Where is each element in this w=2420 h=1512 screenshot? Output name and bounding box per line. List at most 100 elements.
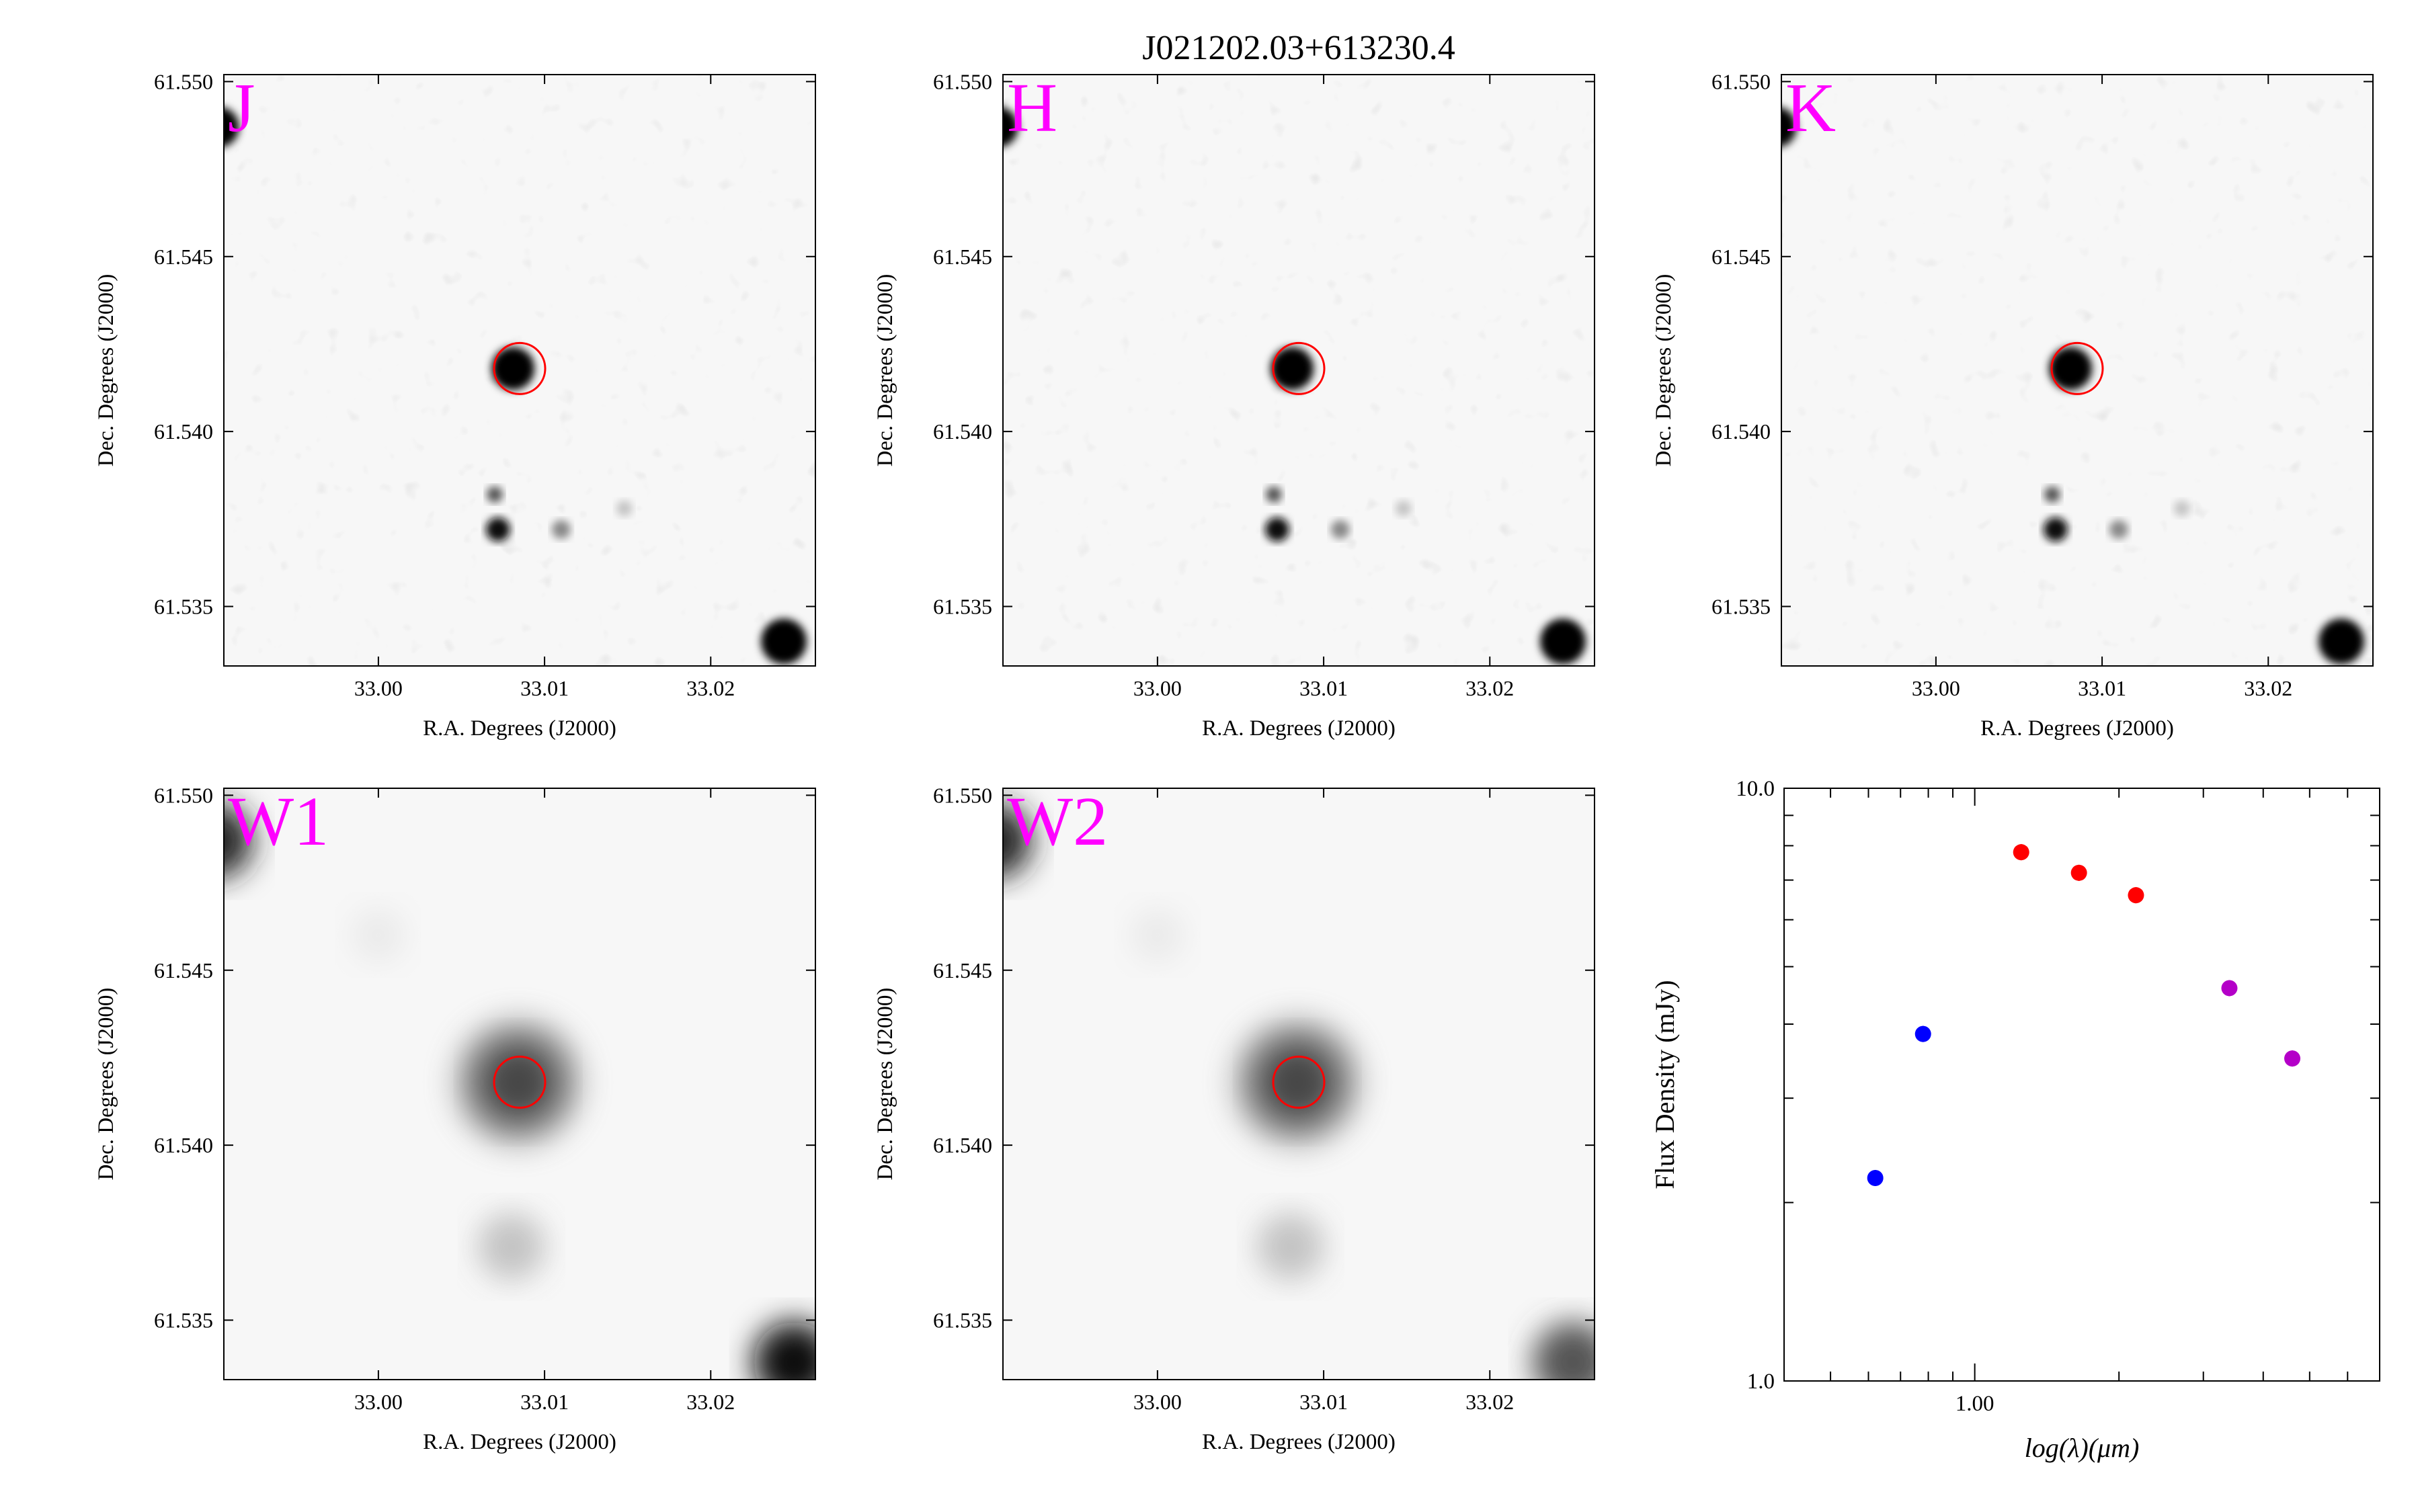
y-tick-label: 61.550 xyxy=(933,783,992,807)
source-blob xyxy=(1264,517,1289,542)
source-blob xyxy=(1781,108,1797,147)
sed-x-tick-label: 1.00 xyxy=(1955,1392,1994,1416)
sed-point xyxy=(2128,887,2144,904)
band-label: W1 xyxy=(228,783,329,860)
panel-k: 33.00 33.01 33.02 61.550 61.545 61.540 61.535 R… xyxy=(1652,69,2374,741)
x-tick-label: 33.00 xyxy=(1133,676,1182,700)
source-blob xyxy=(2049,347,2093,390)
y-tick-label: 61.540 xyxy=(933,1133,992,1157)
x-tick-label: 33.02 xyxy=(686,1390,735,1414)
source-blob xyxy=(1330,519,1350,539)
x-tick-label: 33.02 xyxy=(686,676,735,700)
x-tick-label: 33.01 xyxy=(1299,1390,1348,1414)
x-tick-label: 33.02 xyxy=(1465,1390,1514,1414)
source-blob xyxy=(477,1213,545,1281)
source-blob xyxy=(454,1018,582,1146)
source-blob xyxy=(616,500,633,517)
band-label: H xyxy=(1007,69,1057,146)
sed-frame xyxy=(1783,788,2380,1382)
source-blob xyxy=(2173,500,2190,517)
y-tick-label: 61.550 xyxy=(1711,69,1771,93)
y-axis-label: Dec. Degrees (J2000) xyxy=(873,988,897,1181)
x-tick-label: 33.00 xyxy=(1133,1390,1182,1414)
source-blob xyxy=(224,108,239,147)
target-circle xyxy=(1272,341,1326,395)
x-tick-label: 33.02 xyxy=(1465,676,1514,700)
sed-y-tick-label: 10.0 xyxy=(1736,777,1775,801)
y-tick-label: 61.540 xyxy=(154,1133,213,1157)
source-blob xyxy=(486,486,503,503)
y-tick-label: 61.540 xyxy=(933,419,992,444)
sed-y-tick-label: 1.0 xyxy=(1747,1370,1775,1394)
source-blob xyxy=(1270,347,1314,390)
panel-frame xyxy=(223,788,816,1380)
x-axis-label: R.A. Degrees (J2000) xyxy=(1202,716,1396,741)
y-tick-label: 61.545 xyxy=(933,245,992,269)
source-blob xyxy=(351,908,405,962)
source-blob xyxy=(491,347,535,390)
y-axis-label: Dec. Degrees (J2000) xyxy=(1652,274,1676,467)
panel-image xyxy=(1003,788,1595,1380)
source-blob xyxy=(485,517,510,542)
source-blob xyxy=(1130,908,1184,962)
image-panels: 33.00 33.01 33.02 61.550 61.545 61.540 61.535 R… xyxy=(94,69,2374,1454)
sed-points xyxy=(1867,844,2301,1186)
x-tick-label: 33.01 xyxy=(2078,676,2126,700)
sed-ylabel: Flux Density (mJy) xyxy=(1650,980,1680,1189)
target-circle xyxy=(493,341,547,395)
y-tick-label: 61.535 xyxy=(154,1308,213,1332)
y-tick-label: 61.550 xyxy=(154,783,213,807)
sed-point xyxy=(2070,864,2087,881)
sed-plot: 1.00 10.0 1.0 log(λ)(μm) Flux Density (mJy… xyxy=(1650,777,2380,1463)
source-blob xyxy=(224,804,253,877)
panel-image xyxy=(1781,75,2373,666)
source-blob xyxy=(1265,486,1282,503)
y-axis-label: Dec. Degrees (J2000) xyxy=(94,274,118,467)
panel-image xyxy=(224,75,815,666)
source-blob xyxy=(1233,1018,1361,1146)
source-blob xyxy=(761,618,807,665)
sed-point xyxy=(2284,1050,2301,1067)
x-axis-label: R.A. Degrees (J2000) xyxy=(1980,716,2174,741)
x-tick-label: 33.01 xyxy=(520,676,569,700)
sed-ticks: 1.00 10.0 1.0 xyxy=(1736,777,2380,1416)
y-axis-label: Dec. Degrees (J2000) xyxy=(94,988,118,1181)
source-blob xyxy=(2043,517,2068,542)
panel-w2: 33.00 33.01 33.02 61.550 61.545 61.540 61.535 R… xyxy=(873,783,1595,1454)
y-tick-label: 61.540 xyxy=(154,419,213,444)
source-blob xyxy=(753,1321,815,1380)
sed-point xyxy=(1914,1025,1931,1042)
band-label: K xyxy=(1785,69,1836,146)
x-axis-label: R.A. Degrees (J2000) xyxy=(1202,1430,1396,1454)
source-blob xyxy=(1003,108,1018,147)
panel-image xyxy=(224,788,815,1380)
sed-xlabel: log(λ)(μm) xyxy=(2025,1433,2140,1463)
band-label: W2 xyxy=(1007,783,1108,860)
panel-frame xyxy=(223,74,816,667)
source-blob xyxy=(2109,519,2128,539)
y-tick-label: 61.550 xyxy=(154,69,213,93)
panel-frame xyxy=(1002,74,1595,667)
y-tick-label: 61.545 xyxy=(1711,245,1771,269)
source-blob xyxy=(1532,1321,1595,1380)
y-axis-label: Dec. Degrees (J2000) xyxy=(873,274,897,467)
target-circle xyxy=(2050,341,2104,395)
x-tick-label: 33.02 xyxy=(2244,676,2292,700)
source-blob xyxy=(1395,500,1412,517)
x-tick-label: 33.01 xyxy=(520,1390,569,1414)
target-circle xyxy=(1272,1055,1326,1109)
x-tick-label: 33.00 xyxy=(354,676,403,700)
source-blob xyxy=(1256,1213,1324,1281)
source-blob xyxy=(551,519,571,539)
panel-w1: 33.00 33.01 33.02 61.550 61.545 61.540 61.535 R… xyxy=(94,783,816,1454)
source-blob xyxy=(2044,486,2060,503)
figure-title: J021202.03+613230.4 xyxy=(1142,29,1455,67)
source-blob xyxy=(1003,804,1032,877)
y-tick-label: 61.535 xyxy=(1711,594,1771,618)
y-tick-label: 61.545 xyxy=(154,245,213,269)
y-tick-label: 61.540 xyxy=(1711,419,1771,444)
x-tick-label: 33.00 xyxy=(1912,676,1960,700)
panel-frame xyxy=(1002,788,1595,1380)
x-tick-label: 33.00 xyxy=(354,1390,403,1414)
x-axis-label: R.A. Degrees (J2000) xyxy=(423,1430,616,1454)
